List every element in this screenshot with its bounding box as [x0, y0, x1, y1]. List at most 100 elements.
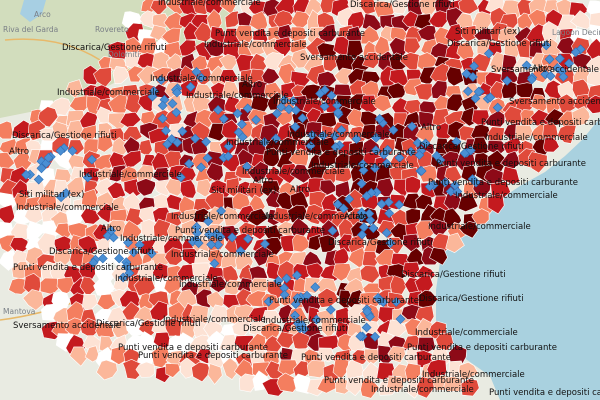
municipality-polygon[interactable] — [122, 150, 142, 169]
diamond-icon[interactable] — [381, 158, 392, 169]
diamond-icon[interactable] — [290, 122, 301, 132]
diamond-icon[interactable] — [461, 68, 472, 79]
municipality-polygon[interactable] — [557, 124, 577, 144]
diamond-icon[interactable] — [279, 95, 290, 106]
municipality-polygon[interactable] — [501, 165, 521, 185]
diamond-icon[interactable] — [218, 113, 229, 124]
municipality-polygon[interactable] — [360, 377, 380, 399]
diamond-icon[interactable] — [251, 114, 261, 125]
municipality-polygon[interactable] — [135, 361, 155, 378]
municipality-polygon[interactable] — [112, 66, 131, 85]
municipality-polygon[interactable] — [316, 347, 336, 363]
municipality-polygon[interactable] — [306, 360, 327, 379]
municipality-polygon[interactable] — [136, 65, 160, 86]
diamond-icon[interactable] — [416, 166, 427, 176]
municipality-polygon[interactable] — [65, 79, 84, 99]
municipality-polygon[interactable] — [191, 262, 211, 282]
municipality-polygon[interactable] — [458, 361, 479, 381]
municipality-polygon[interactable] — [585, 94, 600, 114]
diamond-icon[interactable] — [171, 107, 182, 118]
municipality-polygon[interactable] — [247, 161, 269, 184]
diamond-icon[interactable] — [381, 227, 392, 238]
diamond-icon[interactable] — [290, 310, 300, 321]
diamond-icon[interactable] — [420, 138, 431, 149]
diamond-icon[interactable] — [288, 96, 299, 107]
municipality-polygon[interactable] — [389, 275, 408, 295]
municipality-polygon[interactable] — [179, 179, 197, 199]
diamond-icon[interactable] — [325, 304, 336, 315]
diamond-icon[interactable] — [359, 222, 369, 233]
diamond-icon[interactable] — [123, 237, 133, 248]
diamond-icon[interactable] — [364, 208, 375, 219]
diamond-icon[interactable] — [385, 238, 396, 249]
diamond-icon[interactable] — [272, 108, 282, 119]
diamond-icon[interactable] — [450, 180, 460, 191]
diamond-icon[interactable] — [371, 132, 382, 143]
diamond-icon[interactable] — [259, 137, 270, 148]
diamond-icon[interactable] — [97, 253, 108, 264]
diamond-icon[interactable] — [370, 331, 380, 342]
municipality-polygon[interactable] — [137, 331, 156, 351]
municipality-polygon[interactable] — [238, 373, 257, 393]
diamond-icon[interactable] — [521, 60, 532, 71]
diamond-icon[interactable] — [162, 139, 173, 150]
diamond-icon[interactable] — [327, 225, 338, 236]
municipality-polygon[interactable] — [414, 83, 433, 101]
diamond-icon[interactable] — [305, 140, 316, 151]
diamond-icon[interactable] — [376, 199, 387, 209]
diamond-icon[interactable] — [270, 133, 281, 144]
municipality-polygon[interactable] — [37, 106, 59, 128]
diamond-icon[interactable] — [467, 71, 478, 82]
municipality-polygon[interactable] — [209, 275, 229, 294]
diamond-icon[interactable] — [241, 161, 252, 172]
diamond-icon[interactable] — [33, 174, 44, 185]
diamond-icon[interactable] — [67, 145, 78, 156]
diamond-icon[interactable] — [177, 126, 188, 137]
municipality-polygon[interactable] — [460, 378, 480, 397]
diamond-icon[interactable] — [388, 125, 399, 135]
municipality-polygon[interactable] — [245, 290, 266, 308]
municipality-polygon[interactable] — [471, 208, 490, 225]
diamond-icon[interactable] — [172, 87, 182, 98]
diamond-icon[interactable] — [156, 75, 167, 85]
diamond-icon[interactable] — [192, 228, 202, 238]
municipality-polygon[interactable] — [253, 245, 274, 267]
municipality-polygon[interactable] — [542, 136, 560, 153]
diamond-icon[interactable] — [227, 232, 238, 243]
diamond-icon[interactable] — [233, 127, 244, 138]
diamond-icon[interactable] — [440, 177, 451, 188]
diamond-icon[interactable] — [236, 119, 247, 130]
diamond-icon[interactable] — [394, 199, 405, 210]
diamond-icon[interactable] — [315, 88, 326, 99]
diamond-icon[interactable] — [326, 90, 337, 101]
municipality-polygon[interactable] — [0, 120, 14, 140]
diamond-icon[interactable] — [330, 142, 341, 152]
diamond-icon[interactable] — [445, 186, 456, 197]
diamond-icon[interactable] — [344, 194, 355, 205]
diamond-icon[interactable] — [185, 81, 196, 92]
diamond-icon[interactable] — [201, 136, 212, 147]
diamond-icon[interactable] — [362, 306, 373, 317]
municipality-polygon[interactable] — [66, 176, 85, 198]
diamond-icon[interactable] — [370, 145, 381, 156]
diamond-icon[interactable] — [414, 150, 425, 160]
diamond-icon[interactable] — [36, 163, 47, 174]
municipality-polygon[interactable] — [110, 345, 129, 365]
municipality-polygon[interactable] — [273, 36, 294, 57]
diamond-icon[interactable] — [196, 162, 207, 173]
municipality-polygon[interactable] — [221, 357, 241, 380]
diamond-icon[interactable] — [118, 272, 129, 283]
municipality-polygon[interactable] — [445, 232, 465, 253]
diamond-icon[interactable] — [332, 199, 343, 210]
diamond-icon[interactable] — [355, 331, 366, 342]
diamond-icon[interactable] — [336, 125, 347, 135]
diamond-icon[interactable] — [292, 270, 302, 281]
municipality-polygon[interactable] — [193, 21, 214, 43]
municipality-polygon[interactable] — [457, 192, 479, 212]
municipality-polygon[interactable] — [276, 372, 298, 393]
municipality-polygon[interactable] — [125, 317, 145, 336]
municipality-polygon[interactable] — [415, 125, 435, 144]
municipality-polygon[interactable] — [443, 376, 463, 392]
diamond-icon[interactable] — [451, 136, 462, 147]
municipality-polygon[interactable] — [484, 110, 506, 128]
